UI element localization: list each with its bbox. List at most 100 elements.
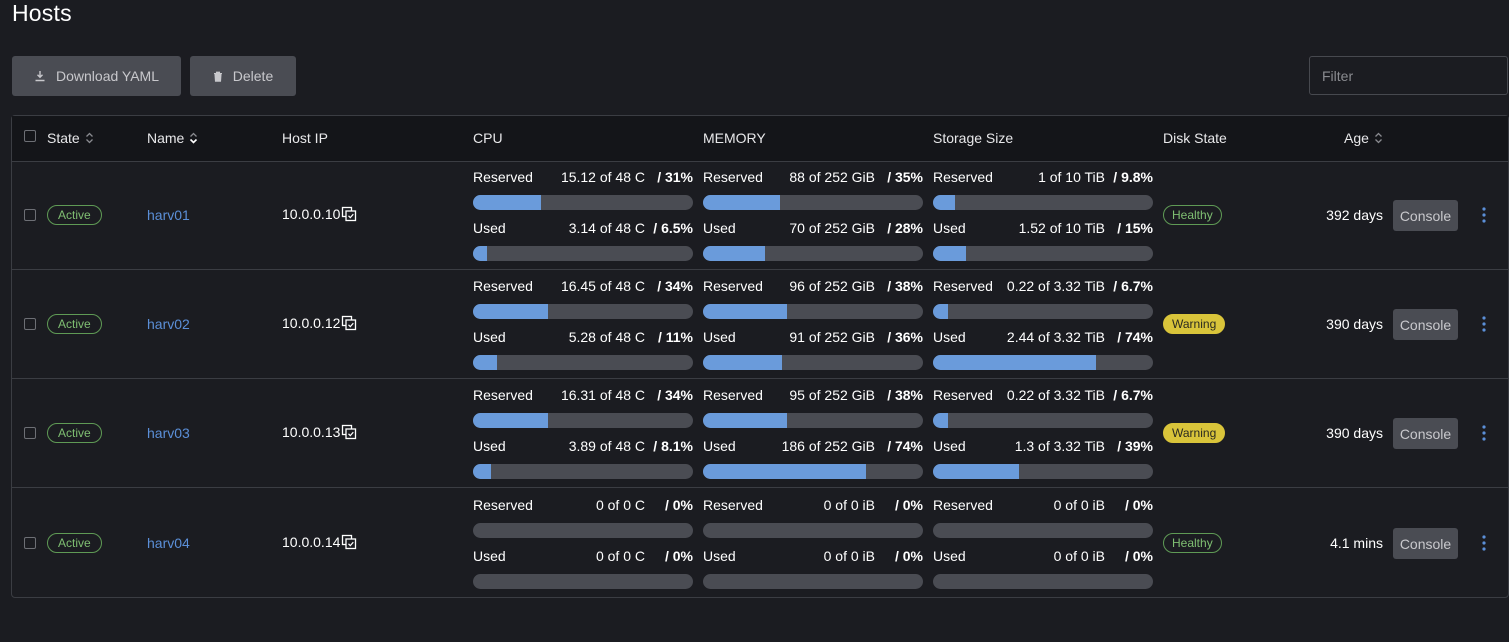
metric-percent: / 0% bbox=[664, 497, 693, 513]
kebab-menu-icon[interactable] bbox=[1477, 422, 1491, 444]
metric-label: Used bbox=[473, 329, 506, 345]
download-yaml-button[interactable]: Download YAML bbox=[12, 56, 181, 96]
metric-amount: 16.45 of 48 C bbox=[560, 278, 645, 294]
metric-label: Used bbox=[703, 329, 736, 345]
metric-amount: 0.22 of 3.32 TiB bbox=[1006, 278, 1105, 294]
trash-icon bbox=[213, 71, 223, 82]
console-button[interactable]: Console bbox=[1393, 200, 1458, 231]
progress-fill bbox=[703, 355, 783, 370]
metric-amount: 0.22 of 3.32 TiB bbox=[1006, 387, 1105, 403]
table-row: Active harv02 10.0.0.12 Reserved 16.45 of 48… bbox=[12, 270, 1508, 379]
host-name-link[interactable]: harv04 bbox=[147, 535, 190, 551]
host-ip: 10.0.0.13 bbox=[282, 424, 357, 440]
metric-label: Used bbox=[473, 220, 506, 236]
cpu-reserved-progress-bar bbox=[473, 195, 693, 210]
sort-icon bbox=[1374, 132, 1383, 144]
metric-label: Reserved bbox=[703, 278, 763, 294]
memory-used-progress-bar bbox=[703, 464, 923, 479]
filter-input[interactable] bbox=[1309, 56, 1508, 95]
column-header-cpu: CPU bbox=[473, 130, 503, 146]
kebab-menu-icon[interactable] bbox=[1477, 313, 1491, 335]
host-age: 390 days bbox=[1326, 425, 1383, 441]
state-badge: Active bbox=[47, 205, 102, 225]
copy-icon[interactable] bbox=[341, 424, 357, 440]
kebab-menu-icon[interactable] bbox=[1477, 532, 1491, 554]
metric-amount: 3.14 of 48 C bbox=[568, 220, 645, 236]
copy-icon[interactable] bbox=[341, 315, 357, 331]
host-age: 4.1 mins bbox=[1330, 535, 1383, 551]
memory-reserved-progress-bar bbox=[703, 195, 923, 210]
cpu-used-progress-bar bbox=[473, 574, 693, 589]
metric-label: Used bbox=[933, 329, 966, 345]
sort-icon bbox=[189, 132, 198, 144]
metric-percent: / 6.5% bbox=[653, 220, 693, 236]
storage-reserved-progress-bar bbox=[933, 195, 1153, 210]
progress-fill bbox=[933, 304, 948, 319]
storage-reserved-progress-bar bbox=[933, 413, 1153, 428]
metric-percent: / 74% bbox=[1117, 329, 1153, 345]
metric-amount: 0 of 0 C bbox=[595, 497, 645, 513]
cpu-used-progress-bar bbox=[473, 246, 693, 261]
host-ip-value: 10.0.0.14 bbox=[282, 534, 341, 550]
host-name-link[interactable]: harv03 bbox=[147, 425, 190, 441]
kebab-menu-icon[interactable] bbox=[1477, 204, 1491, 226]
metric-label: Reserved bbox=[703, 497, 763, 513]
progress-fill bbox=[933, 195, 955, 210]
row-checkbox[interactable] bbox=[24, 537, 36, 549]
row-checkbox[interactable] bbox=[24, 318, 36, 330]
memory-reserved-progress-bar bbox=[703, 304, 923, 319]
row-checkbox[interactable] bbox=[24, 209, 36, 221]
hosts-table: State Name Host IP CPU MEMORY Storage Si… bbox=[11, 115, 1509, 598]
column-header-name[interactable]: Name bbox=[147, 130, 198, 146]
column-header-host-ip-label: Host IP bbox=[282, 130, 328, 146]
copy-icon[interactable] bbox=[341, 534, 357, 550]
column-header-memory-label: MEMORY bbox=[703, 130, 766, 146]
metric-label: Used bbox=[933, 220, 966, 236]
metric-amount: 88 of 252 GiB bbox=[789, 169, 875, 185]
progress-fill bbox=[933, 413, 948, 428]
delete-button[interactable]: Delete bbox=[190, 56, 296, 96]
column-header-state[interactable]: State bbox=[47, 130, 94, 146]
table-row: Active harv04 10.0.0.14 Reserved 0 of 0 C / 0… bbox=[12, 489, 1508, 598]
page-title: Hosts bbox=[12, 0, 72, 26]
metric-percent: / 28% bbox=[887, 220, 923, 236]
column-header-cpu-label: CPU bbox=[473, 130, 503, 146]
host-name-link[interactable]: harv01 bbox=[147, 207, 190, 223]
metric-label: Used bbox=[473, 438, 506, 454]
delete-label: Delete bbox=[232, 68, 274, 84]
column-header-name-label: Name bbox=[147, 130, 185, 146]
column-header-storage: Storage Size bbox=[933, 130, 1013, 146]
metric-percent: / 31% bbox=[657, 169, 693, 185]
progress-fill bbox=[473, 304, 548, 319]
console-button[interactable]: Console bbox=[1393, 418, 1458, 449]
metric-amount: 3.89 of 48 C bbox=[568, 438, 645, 454]
progress-fill bbox=[933, 464, 1019, 479]
metric-label: Reserved bbox=[933, 169, 993, 185]
column-header-age[interactable]: Age bbox=[1344, 130, 1383, 146]
select-all-checkbox[interactable] bbox=[24, 130, 36, 142]
progress-fill bbox=[473, 413, 548, 428]
sort-icon bbox=[85, 132, 94, 144]
row-checkbox[interactable] bbox=[24, 427, 36, 439]
console-button[interactable]: Console bbox=[1393, 309, 1458, 340]
metric-percent: / 0% bbox=[894, 497, 923, 513]
host-age: 390 days bbox=[1326, 316, 1383, 332]
cpu-reserved-progress-bar bbox=[473, 413, 693, 428]
copy-icon[interactable] bbox=[341, 206, 357, 222]
console-button[interactable]: Console bbox=[1393, 528, 1458, 559]
state-badge: Active bbox=[47, 314, 102, 334]
metric-label: Reserved bbox=[703, 387, 763, 403]
cpu-used-progress-bar bbox=[473, 464, 693, 479]
metric-percent: / 11% bbox=[657, 329, 693, 345]
metric-percent: / 0% bbox=[664, 548, 693, 564]
memory-used-progress-bar bbox=[703, 574, 923, 589]
progress-fill bbox=[933, 246, 966, 261]
column-header-disk-state: Disk State bbox=[1163, 130, 1227, 146]
metric-percent: / 35% bbox=[887, 169, 923, 185]
host-name-link[interactable]: harv02 bbox=[147, 316, 190, 332]
metric-amount: 2.44 of 3.32 TiB bbox=[1006, 329, 1105, 345]
download-icon bbox=[34, 70, 46, 82]
memory-used-progress-bar bbox=[703, 246, 923, 261]
cpu-used-progress-bar bbox=[473, 355, 693, 370]
progress-fill bbox=[703, 464, 866, 479]
